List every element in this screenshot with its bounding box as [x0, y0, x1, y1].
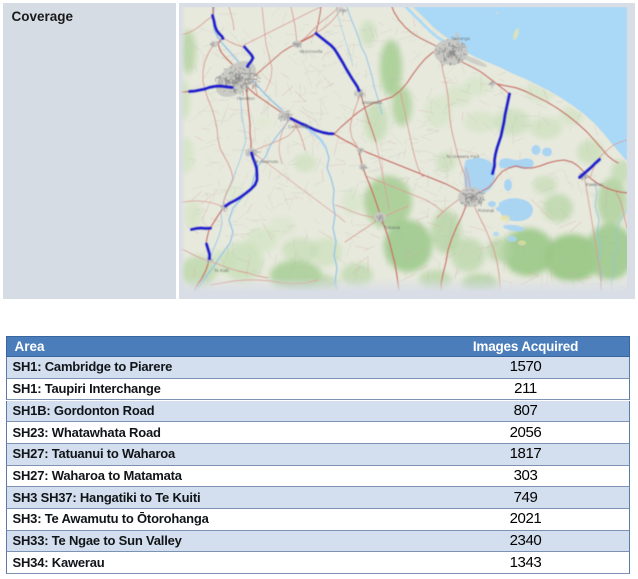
svg-text:Te Awamutu: Te Awamutu: [254, 159, 279, 164]
svg-text:Morrinsville: Morrinsville: [300, 49, 323, 54]
svg-text:Tokoroa: Tokoroa: [384, 225, 401, 230]
svg-text:Cambridge: Cambridge: [288, 124, 311, 129]
svg-text:Tauranga: Tauranga: [451, 36, 470, 41]
svg-text:Kawerau: Kawerau: [586, 182, 604, 187]
svg-text:Rotorua: Rotorua: [478, 208, 495, 213]
svg-text:Hamilton: Hamilton: [237, 96, 255, 101]
svg-text:Matamata: Matamata: [362, 100, 383, 105]
svg-text:Te Kuiti: Te Kuiti: [214, 268, 229, 273]
svg-text:Te Urewera Park: Te Urewera Park: [446, 154, 480, 159]
